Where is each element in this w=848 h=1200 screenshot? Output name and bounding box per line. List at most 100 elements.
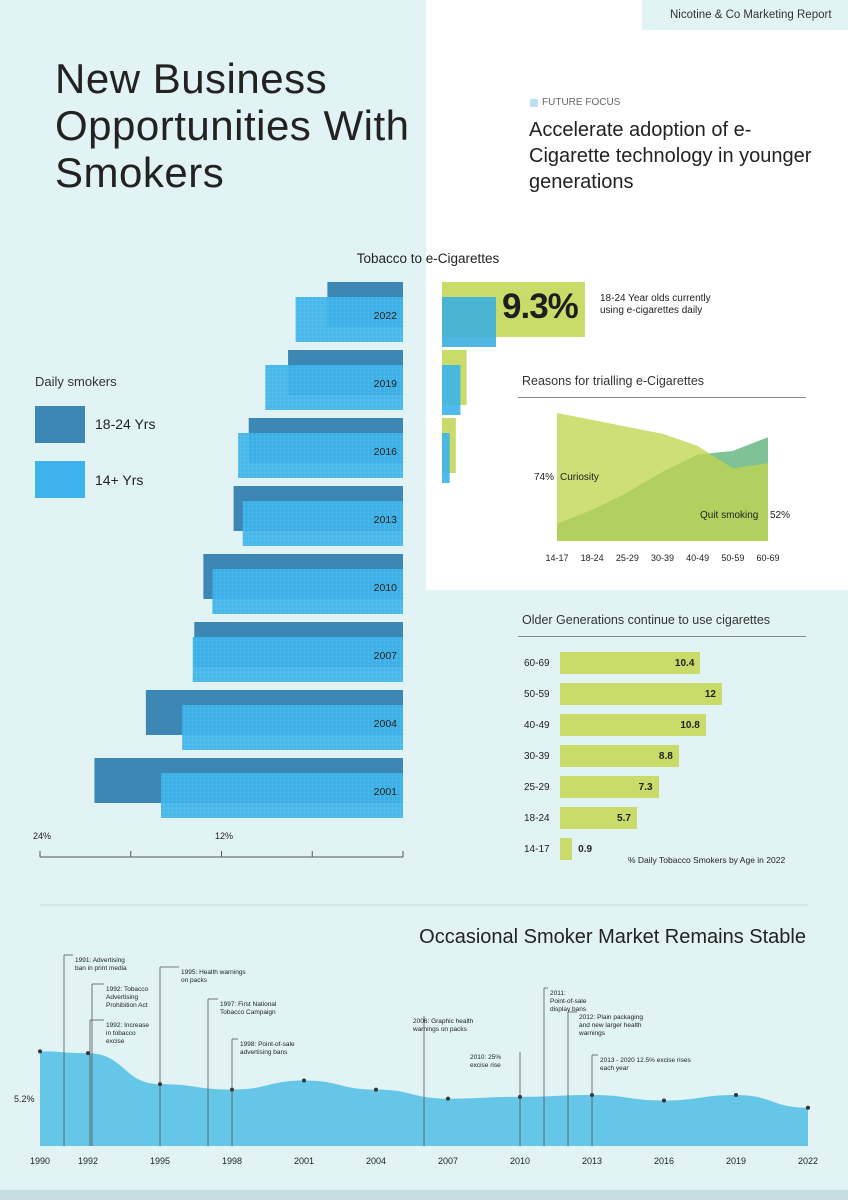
year-axis-label-2019: 2019 xyxy=(726,1156,746,1166)
event-text-1995: 1995: Health warnings xyxy=(181,969,246,976)
legend-label-18-24: 18-24 Yrs xyxy=(95,416,156,432)
age-value-50-59: 12 xyxy=(704,689,716,700)
age-label-40-49: 40-49 xyxy=(524,720,550,731)
year-axis-label-1995: 1995 xyxy=(150,1156,170,1166)
footer-strip xyxy=(0,1190,848,1200)
report-header: Nicotine & Co Marketing Report xyxy=(642,0,848,30)
report-name: Marketing Report xyxy=(743,9,832,21)
age-bar-25-29 xyxy=(560,776,659,798)
year-axis-label-2010: 2010 xyxy=(510,1156,530,1166)
occasional-point-2022 xyxy=(806,1105,810,1110)
year-axis-label-1998: 1998 xyxy=(222,1156,242,1166)
event-text-1992: 1992: Increase xyxy=(106,1022,149,1029)
tobacco-chart-title: Tobacco to e-Cigarettes xyxy=(356,251,500,266)
event-text-2006: 2006: Graphic health xyxy=(413,1018,474,1025)
age-bar-18-24 xyxy=(560,807,637,829)
age-value-14-17: 0.9 xyxy=(578,844,593,855)
event-text-2006: warnings on packs xyxy=(412,1026,468,1033)
future-focus-marker xyxy=(530,98,538,107)
age-label-50-59: 50-59 xyxy=(524,689,550,700)
year-axis-label-2007: 2007 xyxy=(438,1156,458,1166)
age-bar-60-69 xyxy=(560,652,701,674)
year-label-2010: 2010 xyxy=(374,582,398,594)
event-text-1998: advertising bans xyxy=(240,1049,288,1056)
event-text-2013: 2013 - 2020 12.5% excise rises xyxy=(600,1057,691,1064)
occasional-point-2004 xyxy=(374,1087,378,1092)
stat-text: 18-24 Year olds currently using e-cigare… xyxy=(600,293,711,316)
event-text-1998: 1998: Point-of-sale xyxy=(240,1041,295,1048)
event-text-2011: 2011: xyxy=(550,990,566,997)
legend-swatch-14plus xyxy=(35,461,85,498)
year-axis-label-2004: 2004 xyxy=(366,1156,386,1166)
occasional-point-1990 xyxy=(38,1049,42,1054)
year-axis-label-2022: 2022 xyxy=(798,1156,818,1166)
year-label-2001: 2001 xyxy=(374,786,398,798)
bar-14plus-texture-2001 xyxy=(161,773,403,818)
reasons-chart-title: Reasons for trialling e-Cigarettes xyxy=(522,374,705,388)
bar-14plus-texture-2022 xyxy=(295,297,403,342)
event-text-2012: 2012: Plain packaging xyxy=(579,1014,643,1021)
ecig-blue-bar-2016 xyxy=(442,433,450,483)
event-text-2013: each year xyxy=(600,1065,629,1072)
legend-swatch-18-24 xyxy=(35,406,85,443)
older-chart-title: Older Generations continue to use cigare… xyxy=(522,613,771,627)
year-axis-label-2001: 2001 xyxy=(294,1156,314,1166)
event-text-1992: Advertising xyxy=(106,994,139,1001)
event-text-1997: Tobacco Campaign xyxy=(220,1009,276,1016)
event-text-2011: display bans xyxy=(550,1006,587,1013)
curiosity-label: Curiosity xyxy=(560,472,599,483)
age-label-30-39: 30-39 xyxy=(524,751,550,762)
bar-14plus-texture-2010 xyxy=(212,569,403,614)
legend-title: Daily smokers xyxy=(35,374,117,389)
year-label-2019: 2019 xyxy=(374,378,398,390)
occasional-point-2007 xyxy=(446,1096,450,1101)
event-text-2010: 2010: 25% xyxy=(470,1054,501,1061)
year-axis-label-1990: 1990 xyxy=(30,1156,50,1166)
event-text-1991: 1991: Advertising xyxy=(75,957,125,964)
age-bar-14-17 xyxy=(560,838,573,860)
age-bar-50-59 xyxy=(560,683,722,705)
future-focus-headline: Accelerate adoption of e-Cigarette techn… xyxy=(529,119,812,193)
year-axis-label-2013: 2013 xyxy=(582,1156,602,1166)
older-chart-rule xyxy=(518,636,806,637)
age-value-25-29: 7.3 xyxy=(638,782,653,793)
event-text-2012: and new larger health xyxy=(579,1022,642,1029)
older-chart-caption: % Daily Tobacco Smokers by Age in 2022 xyxy=(628,855,786,865)
reasons-x-label-40-49: 40-49 xyxy=(686,553,709,563)
future-focus-text: FUTURE FOCUS xyxy=(542,97,621,108)
reasons-x-label-60-69: 60-69 xyxy=(756,553,779,563)
year-axis-label-1992: 1992 xyxy=(78,1156,98,1166)
reasons-x-label-30-39: 30-39 xyxy=(651,553,674,563)
year-label-2007: 2007 xyxy=(374,650,398,662)
reasons-x-label-50-59: 50-59 xyxy=(721,553,744,563)
x-tick-label-24: 24% xyxy=(33,831,51,841)
occasional-point-2016 xyxy=(662,1098,666,1103)
age-bar-30-39 xyxy=(560,745,679,767)
stat-value: 9.3% xyxy=(502,287,579,326)
legend-label-14plus: 14+ Yrs xyxy=(95,472,144,488)
reasons-x-label-18-24: 18-24 xyxy=(581,553,604,563)
bar-14plus-texture-2004 xyxy=(182,705,403,750)
event-text-1992: Prohibition Act xyxy=(106,1002,148,1009)
event-text-1997: 1997: First National xyxy=(220,1001,277,1008)
reasons-x-label-25-29: 25-29 xyxy=(616,553,639,563)
stat-overlay xyxy=(442,297,496,347)
age-value-60-69: 10.4 xyxy=(674,658,695,669)
event-text-1991: ban in print media xyxy=(75,965,127,972)
curiosity-percent: 74% xyxy=(534,472,554,483)
year-axis-label-2016: 2016 xyxy=(654,1156,674,1166)
year-label-2016: 2016 xyxy=(374,446,398,458)
event-text-1995: on packs xyxy=(181,977,208,984)
event-text-1992: excise xyxy=(106,1038,125,1045)
year-label-2013: 2013 xyxy=(374,514,398,526)
age-bar-40-49 xyxy=(560,714,706,736)
reasons-x-label-14-17: 14-17 xyxy=(545,553,568,563)
x-tick-label-12: 12% xyxy=(215,831,233,841)
year-label-2004: 2004 xyxy=(374,718,398,730)
page-title: New Business Opportunities With Smokers xyxy=(55,55,410,196)
occasional-chart-title: Occasional Smoker Market Remains Stable xyxy=(419,926,806,948)
bar-14plus-texture-2016 xyxy=(238,433,403,478)
year-label-2022: 2022 xyxy=(374,310,398,322)
quit-smoking-label: Quit smoking xyxy=(700,510,758,521)
